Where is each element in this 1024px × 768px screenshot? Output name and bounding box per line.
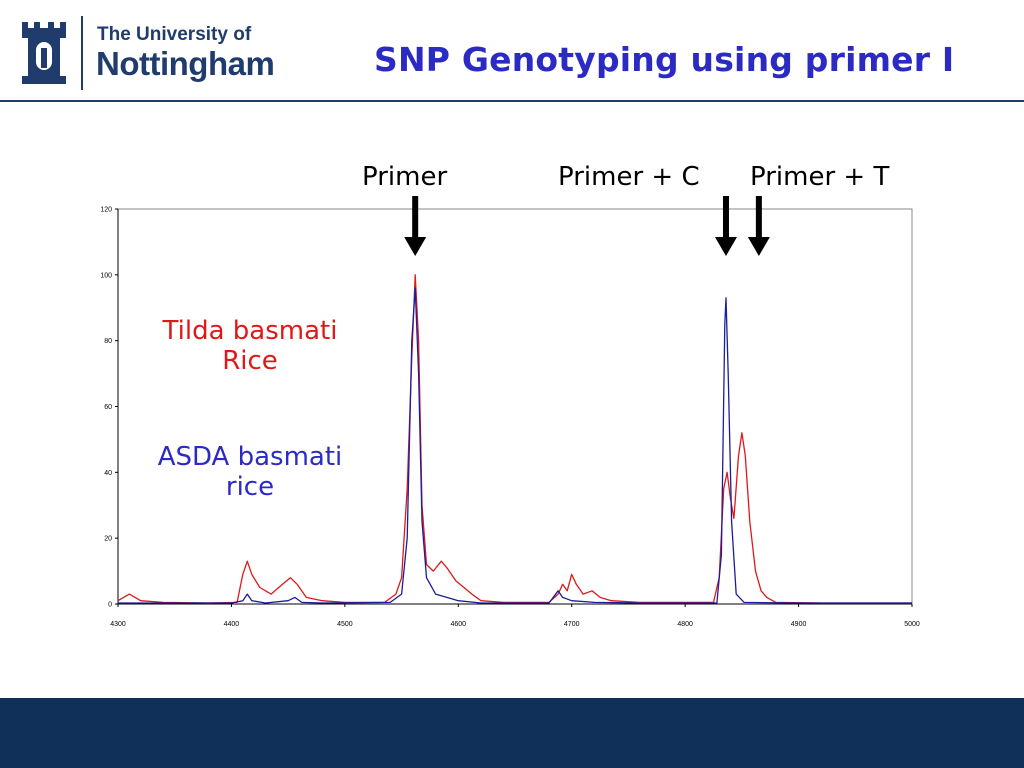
chart-axes: 0 20 40 60 80 100 120 4300 4400 4500 4600 4700 4800 4… — [100, 207, 920, 629]
x-tick-label: 4900 — [791, 621, 807, 628]
electropherogram-chart: 0 20 40 60 80 100 120 4300 4400 4500 4600 4700 4800 4… — [100, 196, 920, 629]
x-tick-label: 4700 — [564, 621, 580, 628]
series-line-asda — [118, 287, 912, 604]
chart-series — [117, 274, 912, 604]
y-tick-label: 20 — [104, 536, 112, 543]
chart-markers — [404, 196, 770, 256]
y-tick-label: 0 — [108, 602, 112, 609]
marker-label-primer-t: Primer + T — [750, 162, 890, 192]
legend-tilda-line2: Rice — [222, 346, 278, 377]
x-tick-label: 5000 — [904, 621, 920, 628]
down-arrow-icon-primer-c — [714, 196, 737, 256]
y-tick-label: 60 — [104, 404, 112, 411]
down-arrow-icon-primer-t — [747, 196, 770, 256]
y-tick-label: 40 — [104, 470, 112, 477]
legend-asda-line2: rice — [225, 472, 275, 503]
logo-text-line1: The University of — [97, 24, 252, 45]
legend-asda: ASDA basmati rice — [134, 442, 366, 503]
plot-area-frame — [117, 208, 913, 605]
logo-divider — [81, 16, 83, 90]
series-line-tilda — [117, 274, 912, 604]
header-rule — [0, 100, 1024, 102]
y-tick-label: 80 — [104, 338, 112, 345]
marker-label-primer: Primer — [362, 162, 448, 192]
x-tick-label: 4500 — [337, 621, 353, 628]
y-tick-label: 100 — [100, 272, 112, 279]
x-tick-label: 4400 — [224, 621, 240, 628]
castle-crest-icon — [22, 22, 66, 84]
logo-text-line2: Nottingham — [96, 45, 275, 82]
footer-bar — [0, 698, 1024, 768]
slide-header: The University of Nottingham SNP Genotyp… — [0, 0, 1024, 102]
legend-tilda-line1: Tilda basmati — [162, 316, 338, 346]
x-tick-label: 4800 — [677, 621, 693, 628]
down-arrow-icon-primer — [404, 196, 427, 256]
slide-title: SNP Genotyping using primer I — [374, 40, 955, 79]
legend-tilda: Tilda basmati Rice — [140, 316, 360, 377]
x-tick-label: 4600 — [450, 621, 466, 628]
x-tick-label: 4300 — [110, 621, 126, 628]
y-tick-label: 120 — [100, 207, 112, 214]
legend-asda-line1: ASDA basmati — [157, 442, 343, 472]
marker-label-primer-c: Primer + C — [558, 162, 700, 192]
university-logo — [16, 16, 276, 94]
